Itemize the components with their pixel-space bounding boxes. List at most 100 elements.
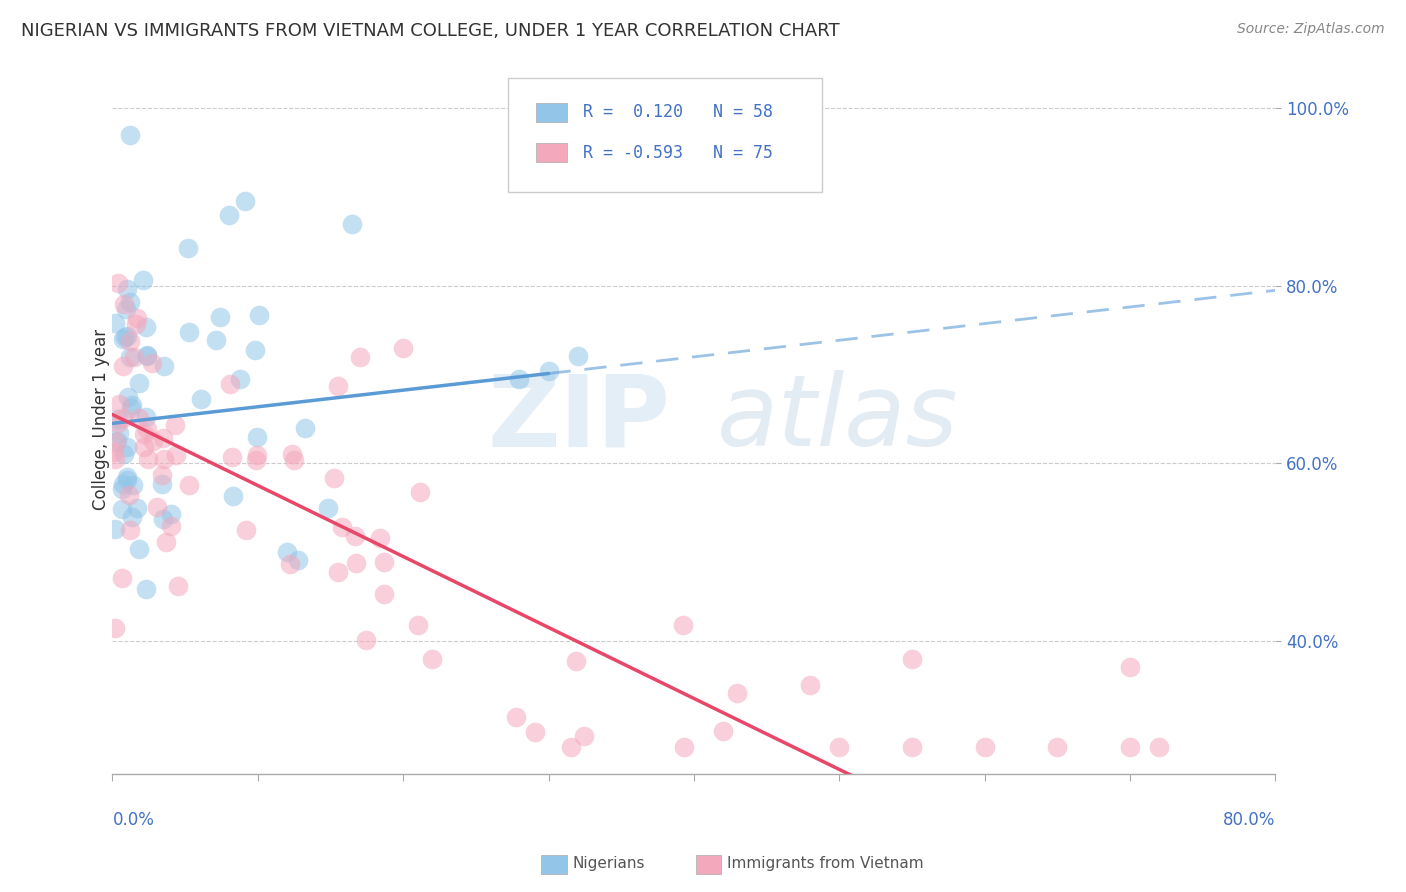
- Point: [112, 410, 135, 425]
- Point: [104, 522, 127, 536]
- Point: [177, 326, 200, 340]
- Text: R =  0.120   N = 58: R = 0.120 N = 58: [583, 103, 773, 121]
- FancyBboxPatch shape: [536, 103, 567, 122]
- Point: [560, 740, 582, 755]
- Point: [124, 318, 146, 332]
- Point: [165, 448, 187, 462]
- Point: [246, 430, 269, 444]
- Point: [114, 301, 136, 316]
- Point: [235, 523, 257, 537]
- Point: [134, 440, 156, 454]
- Text: R = -0.593   N = 75: R = -0.593 N = 75: [583, 144, 773, 161]
- Point: [828, 740, 851, 755]
- Point: [104, 435, 127, 450]
- Point: [122, 477, 145, 491]
- Point: [128, 541, 150, 556]
- Point: [160, 519, 183, 533]
- Point: [208, 310, 231, 324]
- Text: atlas: atlas: [717, 370, 959, 467]
- Point: [408, 617, 430, 632]
- Point: [342, 217, 364, 231]
- Point: [111, 359, 134, 373]
- Text: 80.0%: 80.0%: [1223, 811, 1275, 830]
- Point: [165, 417, 187, 432]
- Point: [392, 341, 415, 355]
- Point: [249, 308, 271, 322]
- Point: [150, 468, 173, 483]
- Point: [107, 277, 129, 291]
- Point: [799, 678, 821, 692]
- Point: [205, 334, 228, 348]
- Point: [343, 529, 366, 543]
- Point: [104, 452, 127, 467]
- Y-axis label: College, Under 1 year: College, Under 1 year: [93, 328, 110, 509]
- Point: [523, 724, 546, 739]
- Point: [233, 194, 256, 208]
- Point: [107, 434, 129, 449]
- Point: [115, 282, 138, 296]
- Point: [246, 448, 269, 462]
- Point: [567, 349, 589, 363]
- Point: [152, 512, 174, 526]
- Text: Nigerians: Nigerians: [572, 856, 645, 871]
- Point: [118, 334, 141, 348]
- Point: [121, 398, 143, 412]
- Point: [128, 376, 150, 390]
- Point: [103, 445, 125, 459]
- Point: [711, 724, 734, 739]
- Point: [110, 482, 132, 496]
- FancyBboxPatch shape: [508, 78, 823, 192]
- Point: [111, 502, 134, 516]
- Point: [121, 509, 143, 524]
- Point: [177, 241, 200, 255]
- Point: [973, 740, 995, 755]
- Text: Source: ZipAtlas.com: Source: ZipAtlas.com: [1237, 22, 1385, 37]
- Point: [111, 571, 134, 585]
- Point: [135, 319, 157, 334]
- Point: [221, 450, 243, 465]
- Point: [136, 451, 159, 466]
- Point: [177, 478, 200, 492]
- Point: [278, 557, 301, 571]
- Point: [128, 411, 150, 425]
- Point: [725, 686, 748, 700]
- Point: [153, 359, 176, 374]
- Point: [114, 329, 136, 343]
- Point: [356, 633, 378, 648]
- Point: [118, 295, 141, 310]
- Point: [152, 431, 174, 445]
- Point: [111, 332, 134, 346]
- Point: [245, 343, 267, 358]
- Point: [107, 412, 129, 426]
- Point: [160, 507, 183, 521]
- Point: [218, 208, 240, 222]
- Point: [150, 477, 173, 491]
- Point: [104, 316, 127, 330]
- Point: [117, 390, 139, 404]
- Point: [125, 310, 148, 325]
- Point: [136, 348, 159, 362]
- Point: [1119, 740, 1142, 755]
- Point: [901, 740, 924, 755]
- Point: [108, 397, 131, 411]
- Point: [218, 376, 240, 391]
- Point: [294, 421, 316, 435]
- Point: [508, 372, 530, 386]
- Point: [1147, 740, 1170, 755]
- Point: [120, 523, 142, 537]
- Point: [136, 422, 159, 436]
- Point: [108, 425, 131, 440]
- Point: [245, 453, 267, 467]
- Point: [505, 710, 527, 724]
- Point: [135, 410, 157, 425]
- Point: [135, 582, 157, 596]
- Point: [166, 579, 188, 593]
- Text: Immigrants from Vietnam: Immigrants from Vietnam: [727, 856, 924, 871]
- Point: [1046, 740, 1069, 755]
- Point: [115, 440, 138, 454]
- Point: [368, 532, 391, 546]
- Point: [283, 453, 305, 467]
- Point: [117, 469, 139, 483]
- Point: [120, 401, 142, 416]
- FancyBboxPatch shape: [536, 144, 567, 162]
